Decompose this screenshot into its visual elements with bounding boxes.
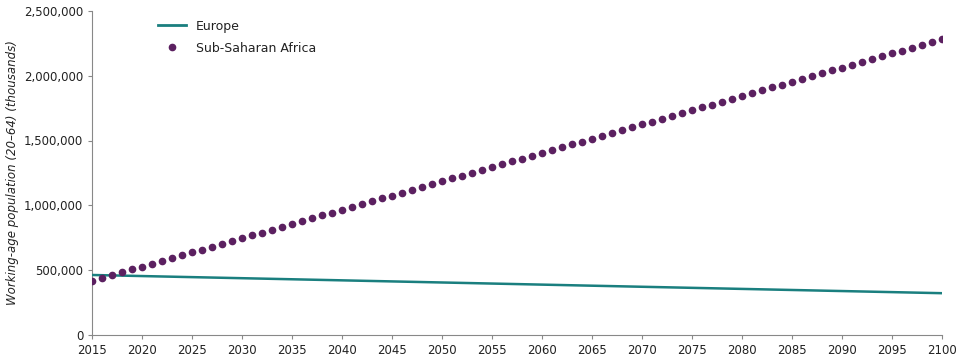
Legend: Europe, Sub-Saharan Africa: Europe, Sub-Saharan Africa [158, 20, 315, 55]
Y-axis label: Working-age population (20–64) (thousands): Working-age population (20–64) (thousand… [6, 41, 18, 305]
